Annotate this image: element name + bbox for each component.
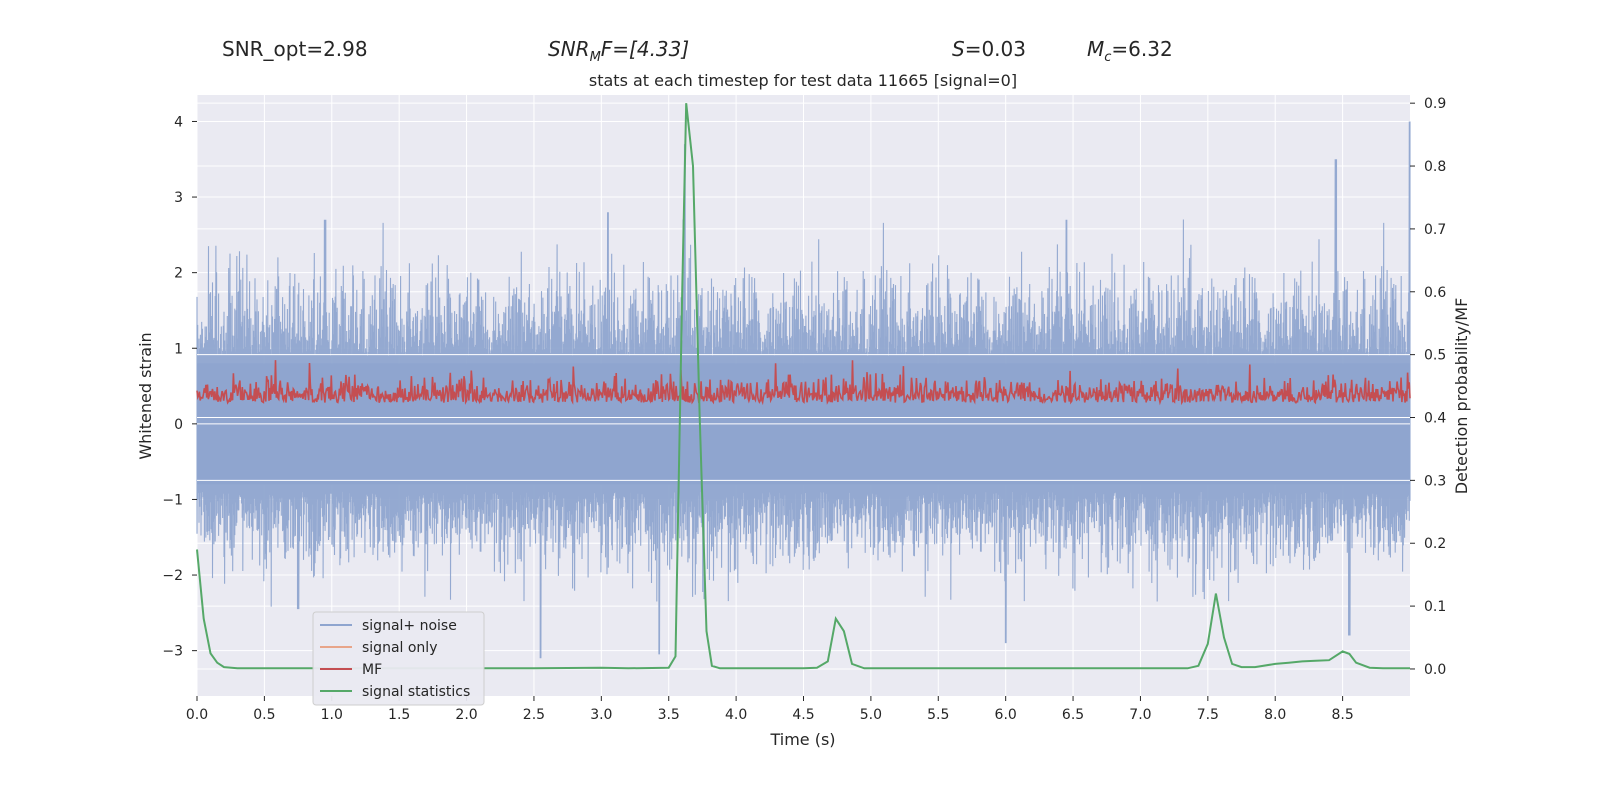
y-tick-label: 0 [174, 417, 183, 433]
x-tick-label: 6.0 [995, 707, 1017, 723]
snr-mf-label: SNRMF=[4.33] [548, 37, 689, 65]
legend-label-mf: MF [362, 662, 382, 678]
x-tick-label: 8.0 [1264, 707, 1286, 723]
y-right-tick-label: 0.3 [1424, 473, 1446, 489]
y-right-tick-label: 0.9 [1424, 96, 1446, 112]
x-tick-label: 0.0 [186, 707, 208, 723]
y-tick-label: 1 [174, 341, 183, 357]
x-tick-label: 1.0 [321, 707, 343, 723]
x-tick-label: 2.5 [523, 707, 545, 723]
x-tick-label: 1.5 [388, 707, 410, 723]
y-right-tick-label: 0.1 [1424, 599, 1446, 615]
y-right-tick-label: 0.5 [1424, 348, 1446, 364]
x-tick-label: 2.0 [455, 707, 477, 723]
x-tick-label: 4.5 [792, 707, 814, 723]
x-tick-label: 0.5 [253, 707, 275, 723]
x-tick-label: 7.5 [1197, 707, 1219, 723]
mf-trace [196, 360, 1411, 406]
legend-box [312, 611, 485, 706]
y-tick-label: 4 [174, 114, 183, 130]
y-tick-label: −2 [162, 568, 183, 584]
snr-opt-label: SNR_opt=2.98 [222, 37, 368, 61]
x-tick-label: 5.0 [860, 707, 882, 723]
s-label: S=0.03 [952, 37, 1026, 61]
y-right-tick-label: 0.8 [1424, 159, 1446, 175]
plot-series [196, 103, 1411, 670]
x-tick-label: 3.5 [658, 707, 680, 723]
x-tick-label: 3.0 [590, 707, 612, 723]
x-tick-label: 8.5 [1331, 707, 1353, 723]
y-right-tick-label: 0.7 [1424, 222, 1446, 238]
axis-ticks: 0.0 0.5 1.0 1.5 2.0 2.5 3.0 3.5 4.0 4.5 5.0 5.5 6.0 6… [162, 96, 1446, 723]
y-tick-label: 3 [174, 190, 183, 206]
legend-label-signal-only: signal only [362, 640, 437, 656]
x-tick-label: 6.5 [1062, 707, 1084, 723]
y-tick-label: −1 [162, 492, 183, 508]
y-tick-label: −3 [162, 644, 183, 660]
y-right-tick-label: 0.2 [1424, 536, 1446, 552]
mc-label: Mc=6.32 [1087, 37, 1173, 65]
x-tick-label: 4.0 [725, 707, 747, 723]
y-right-axis-label: Detection probability/MF [1452, 298, 1471, 495]
x-tick-label: 5.5 [927, 707, 949, 723]
y-right-tick-label: 0.6 [1424, 285, 1446, 301]
legend: signal+ noise signal only MF signal stat… [312, 611, 485, 706]
y-right-tick-label: 0.4 [1424, 411, 1446, 427]
x-axis-label: Time (s) [769, 730, 835, 749]
x-tick-label: 7.0 [1129, 707, 1151, 723]
y-tick-label: 2 [174, 266, 183, 282]
y-right-tick-label: 0.0 [1424, 662, 1446, 678]
legend-label-signal-noise: signal+ noise [362, 618, 457, 634]
legend-label-signal-statistics: signal statistics [362, 684, 470, 700]
chart-title: stats at each timestep for test data 116… [589, 71, 1017, 90]
y-axis-label: Whitened strain [136, 332, 155, 459]
